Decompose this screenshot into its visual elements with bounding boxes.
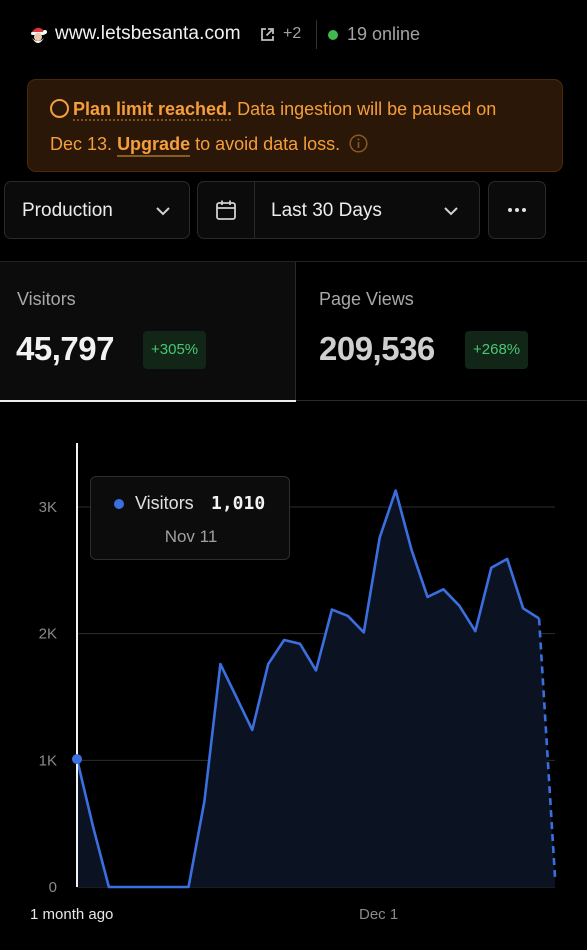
banner-message-end: to avoid data loss. (195, 134, 341, 154)
stats-tabs: Visitors 45,797 +305% Page Views 209,536… (0, 261, 587, 402)
series-color-dot (114, 499, 124, 509)
tooltip-series: Visitors (135, 493, 194, 513)
y-tick-label: 0 (49, 879, 57, 896)
calendar-button[interactable] (198, 182, 255, 238)
y-tick-label: 3K (39, 499, 57, 516)
date-range-select[interactable]: Last 30 Days (197, 181, 480, 239)
banner-date: Dec 13. (50, 134, 113, 154)
series-line-visitors (75, 489, 540, 889)
upgrade-link[interactable]: Upgrade (117, 134, 191, 154)
site-name[interactable]: www.letsbesanta.com (55, 23, 241, 44)
page-views-change-badge: +268% (465, 331, 529, 369)
banner-message: Data ingestion will be paused on (237, 99, 497, 119)
tab-visitors[interactable]: Visitors 45,797 +305% (0, 262, 296, 402)
top-bar: www.letsbesanta.com +2 19 online (0, 0, 587, 72)
chart-tooltip: Visitors 1,010 Nov 11 (90, 476, 290, 560)
santa-favicon-icon (31, 27, 47, 43)
page-views-value: 209,536 (319, 330, 435, 367)
environment-select[interactable]: Production (4, 181, 190, 239)
online-status-dot (328, 30, 338, 40)
environment-value: Production (22, 200, 113, 221)
x-label-dec1: Dec 1 (359, 906, 399, 923)
y-tick-label: 1K (39, 752, 57, 769)
visitors-label: Visitors (17, 289, 76, 309)
calendar-icon (216, 200, 236, 220)
banner-title: Plan limit reached. (73, 99, 233, 119)
info-icon[interactable] (349, 134, 368, 153)
divider (316, 20, 317, 49)
chevron-down-icon (156, 207, 170, 216)
hover-point (72, 754, 82, 765)
area-fill (77, 490, 555, 887)
active-tab-indicator (0, 400, 296, 402)
visitors-change-badge: +305% (143, 331, 207, 369)
online-count: 19 online (347, 24, 421, 44)
tooltip-value: 1,010 (211, 493, 266, 514)
chevron-down-icon (444, 207, 458, 216)
warning-icon (50, 99, 69, 118)
more-options-button[interactable] (488, 181, 546, 239)
x-label-start: 1 month ago (30, 906, 114, 923)
plan-limit-banner: Plan limit reached. Data ingestion will … (27, 79, 563, 172)
external-link-icon[interactable] (259, 26, 276, 43)
date-range-value: Last 30 Days (271, 200, 382, 221)
page-views-label: Page Views (319, 289, 414, 309)
extra-sites-count[interactable]: +2 (283, 25, 302, 42)
visitors-value: 45,797 (16, 330, 114, 367)
tab-page-views[interactable]: Page Views 209,536 +268% (297, 262, 587, 401)
tooltip-date: Nov 11 (164, 527, 218, 546)
more-horizontal-icon (508, 208, 526, 212)
y-tick-label: 2K (39, 626, 57, 643)
